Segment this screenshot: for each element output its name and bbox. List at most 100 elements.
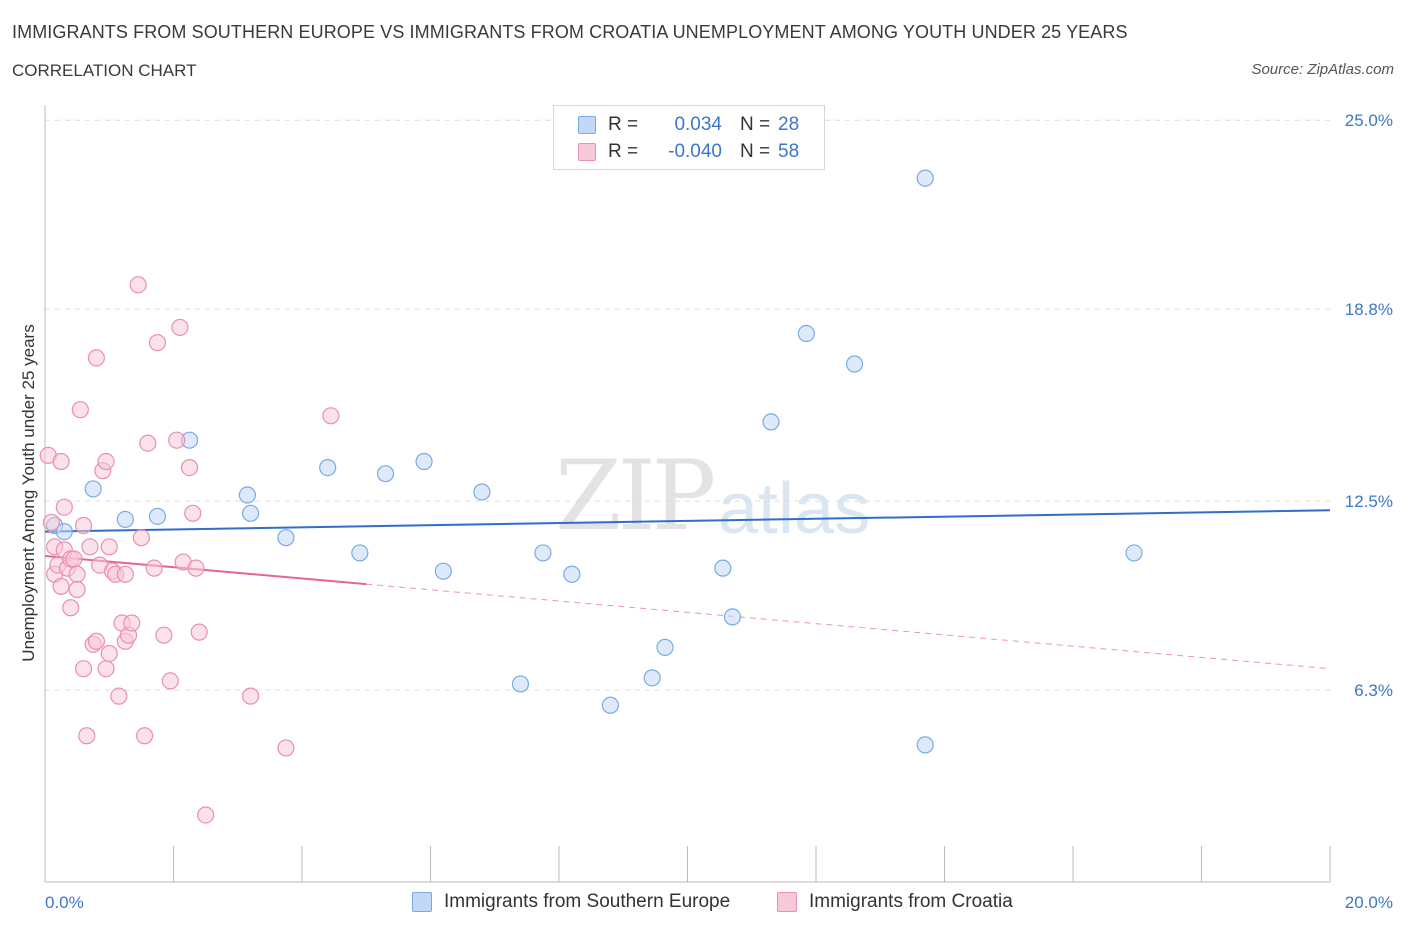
tick-labels: 6.3% 12.5% 18.8% 25.0% 0.0% 20.0% [45,111,1393,912]
legend-row-southern-europe: R = 0.034 N = 28 [578,113,799,137]
series-legend-label: Immigrants from Southern Europe [444,891,731,912]
point-pink [129,276,147,294]
point-pink [87,349,106,367]
series-legend-southern-europe: Immigrants from Southern Europe [412,888,730,916]
legend-row-croatia: R = -0.040 N = 58 [578,140,799,164]
point-pink [97,660,115,678]
grid-lines [45,119,1330,691]
legend-swatch-blue [578,116,596,134]
point-pink [184,504,202,522]
point-blue [656,638,674,656]
r-label: R = [608,114,639,135]
y-axis-label: Unemployment Among Youth under 25 years [19,324,38,661]
point-pink [100,538,118,556]
point-pink [71,401,89,419]
point-blue [845,355,864,373]
point-pink [55,498,73,516]
point-blue [916,736,934,754]
watermark-zip: ZIP [555,440,716,552]
r-label: R = [608,141,639,162]
point-pink [148,334,167,352]
point-pink [180,459,199,477]
chart-subtitle: CORRELATION CHART [12,61,197,80]
y-tick-label: 6.3% [1354,681,1393,700]
x-tick-label-max: 20.0% [1345,893,1393,912]
point-pink [187,559,205,577]
point-pink [277,739,295,757]
point-blue [434,562,452,580]
point-pink [132,529,150,547]
point-pink [42,513,61,532]
point-pink [155,626,173,644]
point-pink [68,580,86,599]
point-blue [723,608,742,626]
n-value: 58 [778,141,800,162]
series-swatch-blue [412,892,432,912]
r-value: -0.040 [668,141,722,162]
point-pink [123,614,141,632]
point-pink [74,660,93,678]
r-value: 0.034 [674,114,722,135]
point-pink [110,687,128,705]
point-pink [161,672,179,690]
series-swatch-pink [777,892,797,912]
point-blue [148,507,167,525]
source-credit: Source: ZipAtlas.com [1251,61,1394,78]
y-tick-label: 25.0% [1345,111,1393,130]
point-blue [762,413,780,431]
point-pink [100,644,118,663]
trend-line-dashed-pink [366,583,1331,670]
point-pink [74,516,93,535]
point-pink [116,565,134,583]
point-blue [534,544,552,562]
chart-title: IMMIGRANTS FROM SOUTHERN EUROPE VS IMMIG… [12,22,1128,42]
point-blue [84,480,102,498]
point-pink [62,599,80,617]
point-blue [277,529,295,547]
point-blue [473,483,491,501]
point-blue [319,459,337,477]
axes [44,105,1331,883]
point-blue [1125,544,1143,562]
point-blue [601,696,620,714]
point-blue [797,324,815,343]
series-legend-croatia: Immigrants from Croatia [777,888,1013,916]
legend-swatch-pink [578,143,596,161]
y-tick-label: 12.5% [1345,492,1393,511]
point-blue [714,559,732,577]
point-blue [415,452,433,471]
correlation-legend: R = 0.034 N = 28 R = -0.040 N = 58 [553,105,825,170]
point-pink [52,452,70,471]
point-pink [145,559,163,577]
series-legend-label: Immigrants from Croatia [809,891,1013,912]
point-pink [171,318,189,337]
n-value: 28 [778,114,800,135]
y-tick-label: 18.8% [1345,300,1393,319]
x-tick-label-min: 0.0% [45,893,84,912]
point-pink [78,727,96,745]
point-pink [197,806,215,824]
data-points [39,169,1143,824]
point-pink [65,550,83,568]
point-pink [52,577,70,596]
point-pink [135,727,154,745]
point-blue [563,565,581,583]
point-blue [511,675,530,693]
point-pink [68,565,86,583]
trend-lines [44,509,1331,670]
point-pink [242,687,260,705]
point-blue [916,169,934,187]
n-label: N = [740,141,771,162]
point-pink [139,434,157,452]
point-blue [643,669,661,687]
n-label: N = [740,114,771,135]
point-pink [87,632,106,650]
point-pink [190,623,208,641]
point-pink [97,452,115,471]
watermark-atlas: atlas [718,469,871,549]
trend-line-blue [44,509,1331,533]
point-pink [168,431,186,449]
point-blue [55,522,73,541]
point-blue [238,486,256,504]
